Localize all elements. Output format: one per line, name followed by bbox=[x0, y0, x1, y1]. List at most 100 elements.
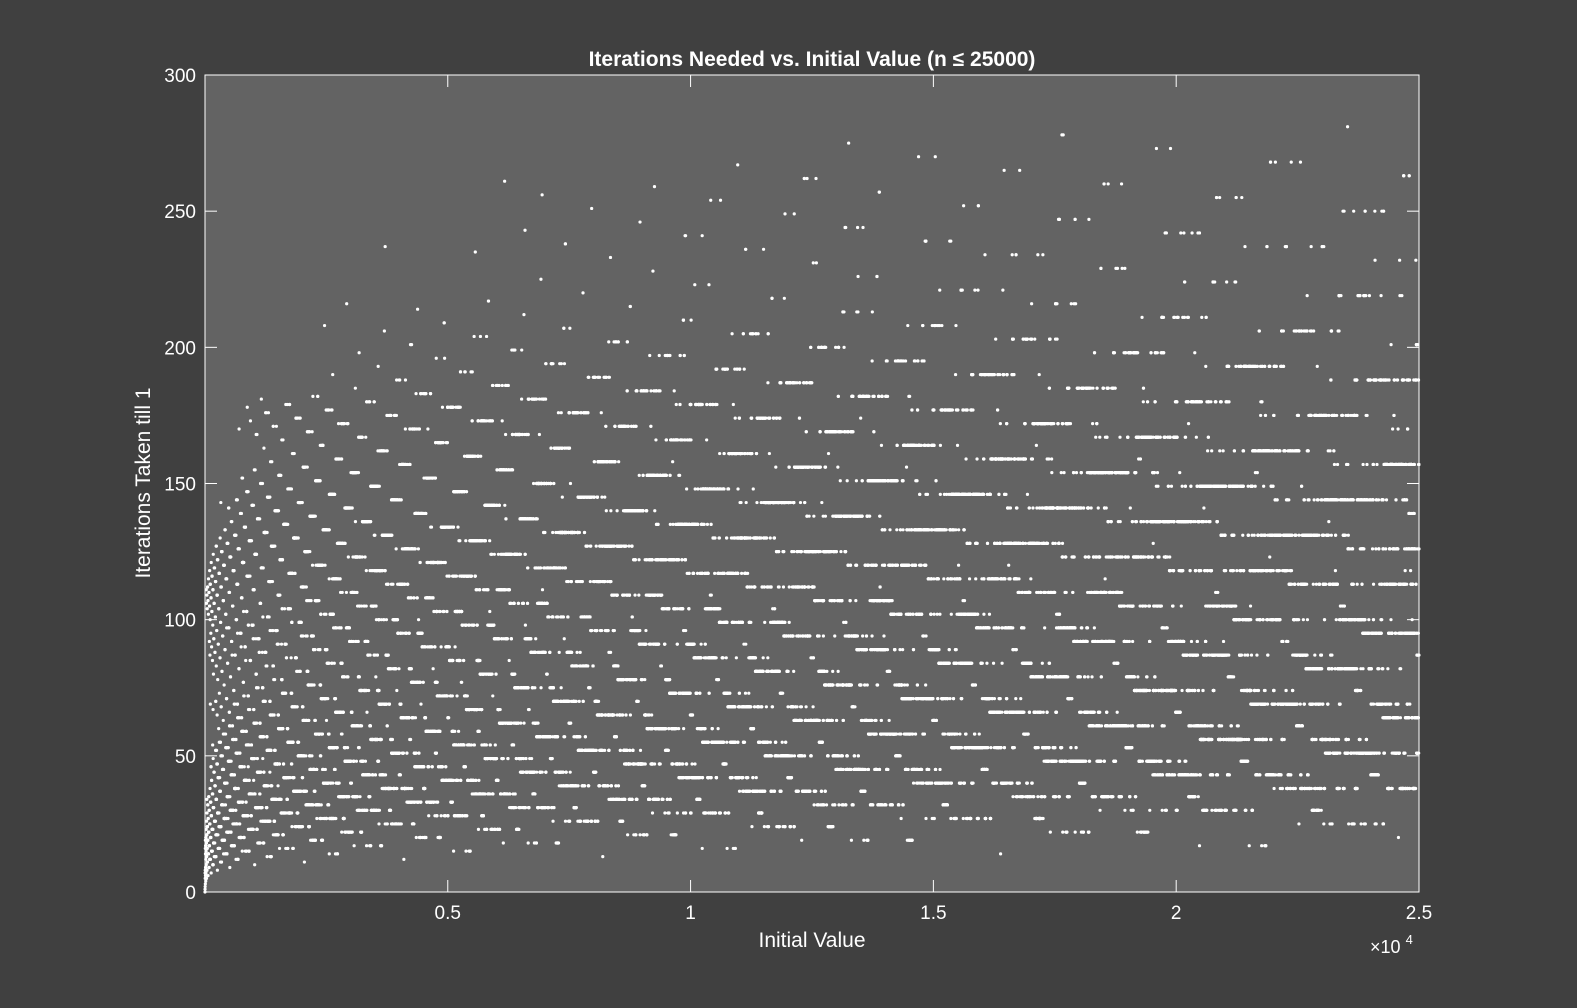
data-point bbox=[214, 820, 217, 823]
data-point bbox=[377, 760, 380, 763]
data-point bbox=[230, 520, 233, 523]
data-point bbox=[209, 632, 212, 635]
data-point bbox=[389, 414, 392, 417]
data-point bbox=[444, 765, 447, 768]
data-point bbox=[445, 610, 448, 613]
data-point bbox=[285, 643, 288, 646]
data-point bbox=[249, 419, 252, 422]
data-point bbox=[242, 610, 245, 613]
data-point bbox=[405, 752, 408, 755]
data-point bbox=[443, 321, 446, 324]
data-point bbox=[228, 866, 231, 869]
data-point bbox=[217, 643, 220, 646]
data-point bbox=[440, 814, 443, 817]
data-point bbox=[273, 678, 276, 681]
data-point bbox=[247, 624, 250, 627]
data-point bbox=[212, 806, 215, 809]
data-point bbox=[258, 792, 261, 795]
data-point bbox=[228, 591, 231, 594]
data-point bbox=[357, 471, 360, 474]
data-point bbox=[307, 719, 310, 722]
data-point bbox=[216, 833, 219, 836]
data-point bbox=[210, 765, 213, 768]
data-point bbox=[325, 648, 328, 651]
data-point bbox=[245, 610, 248, 613]
data-point bbox=[343, 817, 346, 820]
data-point bbox=[306, 466, 309, 469]
data-point bbox=[236, 498, 239, 501]
data-point bbox=[350, 781, 353, 784]
data-point bbox=[236, 583, 239, 586]
data-point bbox=[242, 836, 245, 839]
data-point bbox=[228, 795, 231, 798]
data-point bbox=[388, 702, 391, 705]
data-point bbox=[345, 302, 348, 305]
data-point bbox=[265, 806, 268, 809]
data-point bbox=[285, 656, 288, 659]
data-point bbox=[219, 536, 222, 539]
data-point bbox=[353, 844, 356, 847]
data-point bbox=[276, 629, 279, 632]
data-point bbox=[399, 773, 402, 776]
data-point bbox=[262, 735, 265, 738]
data-point bbox=[305, 634, 308, 637]
data-point bbox=[304, 754, 307, 757]
data-point bbox=[301, 825, 304, 828]
data-point bbox=[210, 871, 213, 874]
data-point bbox=[244, 801, 247, 804]
data-point bbox=[244, 659, 247, 662]
data-point bbox=[337, 422, 340, 425]
data-point bbox=[320, 803, 323, 806]
data-point bbox=[213, 602, 216, 605]
data-point bbox=[419, 561, 422, 564]
data-point bbox=[252, 504, 255, 507]
data-point bbox=[207, 613, 210, 616]
data-point bbox=[206, 825, 209, 828]
data-point bbox=[422, 765, 425, 768]
data-point bbox=[206, 839, 209, 842]
data-point bbox=[313, 790, 316, 793]
data-point bbox=[247, 850, 250, 853]
data-point bbox=[357, 640, 360, 643]
data-point bbox=[431, 596, 434, 599]
data-point bbox=[367, 689, 370, 692]
data-point bbox=[323, 564, 326, 567]
data-point bbox=[374, 773, 377, 776]
data-point bbox=[334, 697, 337, 700]
data-point bbox=[358, 351, 361, 354]
data-point bbox=[348, 626, 351, 629]
data-point bbox=[435, 814, 438, 817]
data-point bbox=[206, 607, 209, 610]
data-point bbox=[261, 757, 264, 760]
data-point bbox=[386, 583, 389, 586]
data-point bbox=[222, 768, 225, 771]
data-point bbox=[361, 436, 364, 439]
data-point bbox=[321, 444, 324, 447]
data-point bbox=[209, 583, 212, 586]
data-point bbox=[319, 683, 322, 686]
data-point bbox=[223, 648, 226, 651]
data-point bbox=[220, 550, 223, 553]
data-point bbox=[278, 594, 281, 597]
plot-area: 050100150200250300 0.5 1 1.5 2 2.5 bbox=[164, 66, 1432, 924]
data-point bbox=[369, 844, 372, 847]
data-point bbox=[265, 531, 268, 534]
data-point bbox=[249, 659, 252, 662]
data-point bbox=[277, 833, 280, 836]
data-point bbox=[430, 525, 433, 528]
data-point bbox=[238, 822, 241, 825]
data-point bbox=[208, 787, 211, 790]
data-point bbox=[314, 839, 317, 842]
data-point bbox=[395, 689, 398, 692]
data-point bbox=[272, 664, 275, 667]
data-point bbox=[391, 583, 394, 586]
data-point bbox=[384, 569, 387, 572]
data-point bbox=[252, 828, 255, 831]
data-point bbox=[436, 801, 439, 804]
data-point bbox=[218, 572, 221, 575]
data-point bbox=[225, 781, 228, 784]
data-point bbox=[210, 814, 213, 817]
data-point bbox=[338, 781, 341, 784]
data-point bbox=[341, 591, 344, 594]
data-point bbox=[215, 629, 218, 632]
